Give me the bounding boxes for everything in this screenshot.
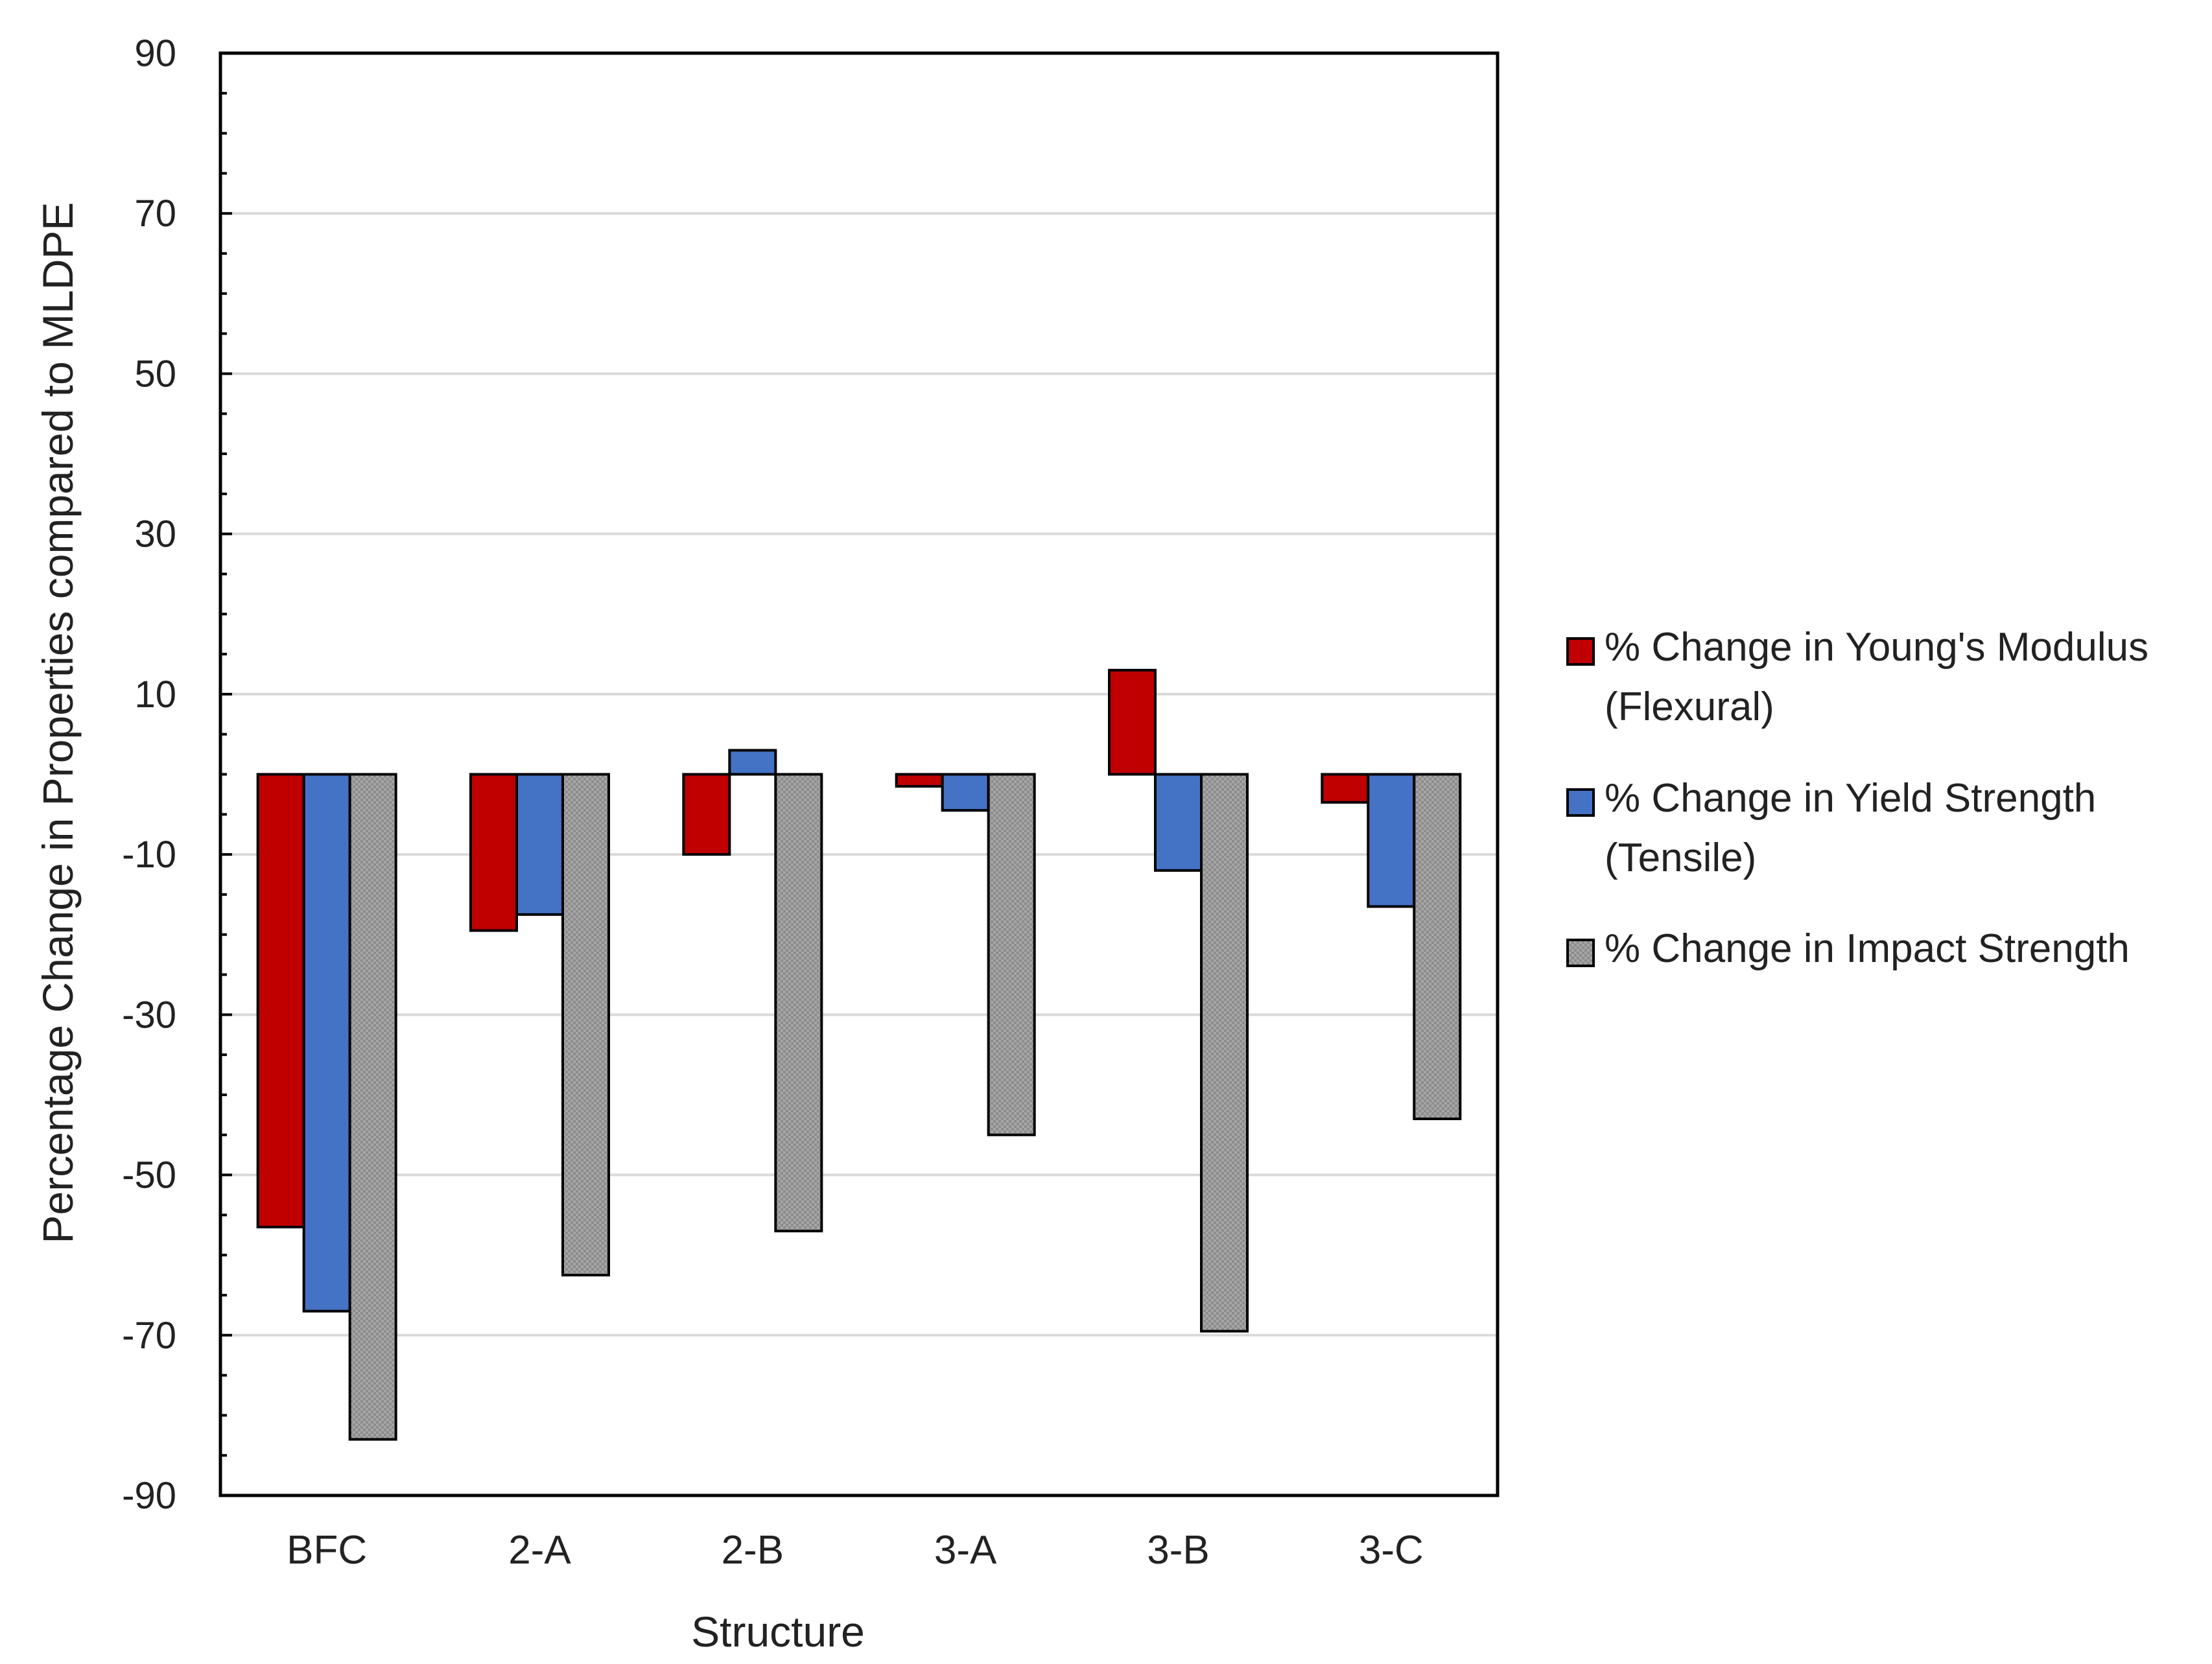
bar-2-b-series-1 bbox=[682, 773, 731, 856]
x-tick-label: 3-A bbox=[934, 1528, 997, 1573]
bar-3-a-series-3 bbox=[987, 773, 1036, 1136]
bars bbox=[256, 668, 1462, 1441]
y-tick-label: -10 bbox=[122, 834, 176, 876]
x-axis: BFC 2-A 2-B 3-A 3-B 3-C bbox=[287, 1528, 1424, 1573]
gridlines bbox=[220, 212, 1498, 1337]
y-tick-label: 90 bbox=[134, 32, 176, 75]
bar-bfc-series-3 bbox=[348, 773, 397, 1441]
bar-3-b-series-2 bbox=[1154, 773, 1203, 872]
bar-2-a-series-2 bbox=[515, 773, 564, 916]
x-tick-label: 3-B bbox=[1147, 1528, 1209, 1573]
legend: % Change in Young's Modulus (Flexural) % C… bbox=[1566, 625, 2148, 971]
bar-3-b-series-3 bbox=[1200, 773, 1249, 1333]
x-tick-label: BFC bbox=[287, 1528, 367, 1573]
legend-label-1: % Change in Young's Modulus bbox=[1605, 625, 2148, 670]
bar-3-a-series-1 bbox=[895, 773, 944, 788]
plot-area-frame bbox=[218, 51, 1500, 1497]
bar-3-c-series-3 bbox=[1413, 773, 1462, 1121]
bar-2-b-series-3 bbox=[774, 773, 823, 1233]
legend-label-1: (Flexural) bbox=[1605, 685, 1774, 729]
x-tick-label: 2-A bbox=[508, 1528, 571, 1573]
x-tick-label: 2-B bbox=[722, 1528, 784, 1573]
y-tick-label: -90 bbox=[122, 1475, 176, 1517]
bar-3-a-series-2 bbox=[941, 773, 990, 812]
x-axis-title: Structure bbox=[691, 1608, 865, 1656]
y-axis: 90 70 50 30 10 -10 -30 -50 -70 -90 bbox=[122, 32, 232, 1517]
bar-2-a-series-1 bbox=[469, 773, 518, 932]
y-tick-label: 10 bbox=[134, 674, 176, 716]
y-tick-label: 50 bbox=[134, 353, 176, 395]
x-tick-label: 3-C bbox=[1359, 1528, 1424, 1573]
bar-bfc-series-1 bbox=[256, 773, 305, 1228]
legend-label-3: % Change in Impact Strength bbox=[1605, 926, 2130, 971]
bar-3-c-series-2 bbox=[1367, 773, 1416, 908]
legend-swatch-1 bbox=[1566, 637, 1595, 666]
legend-label-2: (Tensile) bbox=[1605, 836, 1756, 880]
y-tick-label: -70 bbox=[122, 1315, 176, 1357]
bar-3-c-series-1 bbox=[1321, 773, 1370, 804]
bar-2-a-series-3 bbox=[561, 773, 610, 1277]
legend-label-2: % Change in Yield Strength bbox=[1605, 776, 2096, 821]
y-tick-label: -30 bbox=[122, 994, 176, 1036]
y-axis-title: Percentage Change in Properties compared… bbox=[34, 202, 82, 1244]
y-tick-label: -50 bbox=[122, 1154, 176, 1197]
bar-2-b-series-2 bbox=[728, 749, 777, 776]
y-tick-label: 30 bbox=[134, 513, 176, 556]
y-tick-label: 70 bbox=[134, 193, 176, 235]
legend-swatch-3 bbox=[1566, 939, 1595, 967]
legend-swatch-2 bbox=[1566, 788, 1595, 817]
bar-3-b-series-1 bbox=[1108, 668, 1157, 776]
bar-bfc-series-2 bbox=[302, 773, 351, 1313]
